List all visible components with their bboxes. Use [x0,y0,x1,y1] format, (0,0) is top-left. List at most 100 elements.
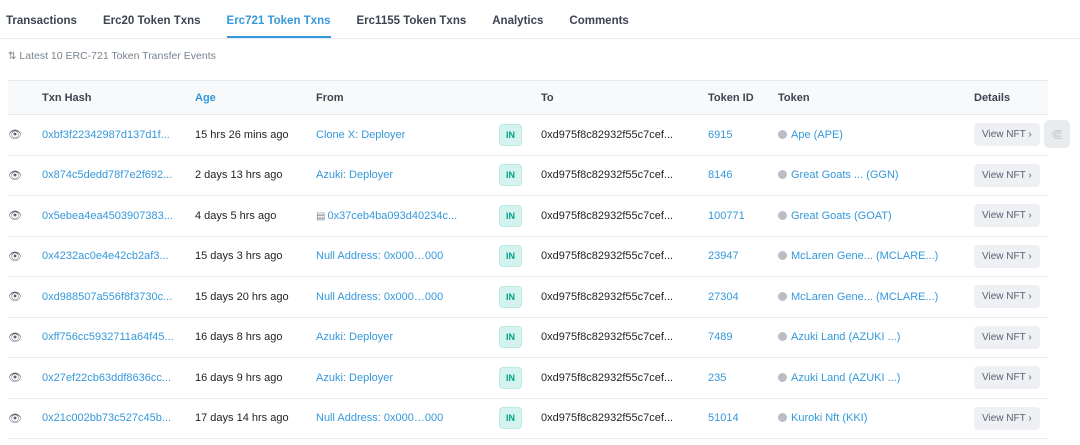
token-link[interactable]: McLaren Gene... (MCLARE...) [791,250,939,263]
from-address-link[interactable]: Null Address: 0x000…000 [316,250,444,263]
token-link[interactable]: Azuki Land (AZUKI ...) [791,371,901,384]
token-link[interactable]: Azuki Land (AZUKI ...) [791,331,901,344]
from-address-link[interactable]: Clone X: Deployer [316,128,406,141]
txn-hash-link[interactable]: 0xff756cc5932711a64f45... [42,331,174,344]
token-link[interactable]: Ape (APE) [791,128,843,141]
from-address-link[interactable]: Null Address: 0x000…000 [316,290,444,303]
summary-line: ⇅ Latest 10 ERC-721 Token Transfer Event… [0,39,1080,73]
table-body: 👁 0xbf3f22342987d137d1f... 15 hrs 26 mins … [8,115,1048,439]
tab-erc1155-token-txns[interactable]: Erc1155 Token Txns [356,15,467,27]
from-address-link[interactable]: Azuki: Deployer [316,371,394,384]
header-preview [8,80,42,115]
eye-icon[interactable]: 👁 [8,169,22,182]
txn-hash-link[interactable]: 0x4232ac0e4e42cb2af3... [42,250,169,263]
token-logo-icon [778,291,787,301]
eye-icon[interactable]: 👁 [8,129,22,142]
tab-transactions[interactable]: Transactions [6,15,77,27]
txn-hash-link[interactable]: 0x27ef22cb63ddf8636cc... [42,371,172,384]
from-cell: Null Address: 0x000…000 [316,398,499,439]
token-link[interactable]: McLaren Gene... (MCLARE...) [791,290,939,303]
preview-cell: 👁 [8,358,42,399]
age-cell: 15 days 20 hrs ago [195,277,316,318]
tab-erc20-token-txns[interactable]: Erc20 Token Txns [102,15,201,27]
eye-icon[interactable]: 👁 [8,331,22,344]
from-address-link[interactable]: 0x37ceb4ba093d40234c... [327,209,458,222]
contract-file-icon: ▤ [316,210,326,222]
view-nft-label: View NFT [982,169,1026,181]
direction-badge: IN [499,245,522,268]
view-nft-label: View NFT [982,210,1026,222]
direction-badge: IN [499,204,522,227]
direction-cell: IN [499,196,541,237]
token-id-link[interactable]: 6915 [708,128,733,141]
from-cell: Null Address: 0x000…000 [316,236,499,277]
chevron-right-icon: › [1028,331,1032,343]
txn-hash-cell: 0x21c002bb73c527c45b... [42,398,195,439]
tab-comments[interactable]: Comments [569,15,629,27]
token-logo-icon [778,413,787,423]
view-nft-button[interactable]: View NFT › [974,204,1040,228]
txn-hash-cell: 0xd988507a556f8f3730c... [42,277,195,318]
tab-erc721-token-txns[interactable]: Erc721 Token Txns [226,15,331,38]
from-address-link[interactable]: Null Address: 0x000…000 [316,412,444,425]
view-nft-button[interactable]: View NFT › [974,123,1040,147]
token-link[interactable]: Kuroki Nft (KKI) [791,412,868,425]
token-cell: McLaren Gene... (MCLARE...) [778,277,974,318]
to-address: 0xd975f8c82932f55c7cef... [541,209,674,222]
to-cell: 0xd975f8c82932f55c7cef... [541,115,708,156]
direction-cell: IN [499,236,541,277]
tab-analytics[interactable]: Analytics [492,15,544,27]
token-cell: Azuki Land (AZUKI ...) [778,317,974,358]
token-id-cell: 7489 [708,317,778,358]
tab-bar: Transactions Erc20 Token Txns Erc721 Tok… [0,0,1080,39]
from-address-link[interactable]: Azuki: Deployer [316,331,394,344]
token-id-link[interactable]: 8146 [708,169,733,182]
token-link[interactable]: Great Goats ... (GGN) [791,169,899,182]
age-text: 15 days 3 hrs ago [195,250,283,263]
eye-icon[interactable]: 👁 [8,250,22,263]
eye-icon[interactable]: 👁 [8,291,22,304]
table-row: 👁 0x27ef22cb63ddf8636cc... 16 days 9 hrs a… [8,358,1048,399]
view-nft-button[interactable]: View NFT › [974,406,1040,430]
token-id-link[interactable]: 100771 [708,209,745,222]
token-cell: Ape (APE) [778,115,974,156]
token-link[interactable]: Great Goats (GOAT) [791,209,892,222]
txn-hash-link[interactable]: 0x874c5dedd78f7e2f692... [42,169,173,182]
txn-hash-link[interactable]: 0xd988507a556f8f3730c... [42,290,173,303]
token-id-link[interactable]: 7489 [708,331,733,344]
direction-badge: IN [499,164,522,187]
token-id-link[interactable]: 235 [708,371,727,384]
to-address: 0xd975f8c82932f55c7cef... [541,371,674,384]
txn-hash-cell: 0x874c5dedd78f7e2f692... [42,155,195,196]
view-nft-label: View NFT [982,291,1026,303]
details-cell: View NFT › [974,358,1048,399]
view-nft-button[interactable]: View NFT › [974,366,1040,390]
chevron-right-icon: › [1028,291,1032,303]
token-id-link[interactable]: 27304 [708,290,739,303]
view-nft-button[interactable]: View NFT › [974,244,1040,268]
token-cell: Great Goats (GOAT) [778,196,974,237]
token-id-link[interactable]: 23947 [708,250,739,263]
widget-icon[interactable]: ⋐ [1044,120,1070,148]
preview-cell: 👁 [8,277,42,318]
txn-hash-cell: 0xff756cc5932711a64f45... [42,317,195,358]
from-address-link[interactable]: Azuki: Deployer [316,169,394,182]
token-id-link[interactable]: 51014 [708,412,739,425]
to-cell: 0xd975f8c82932f55c7cef... [541,398,708,439]
eye-icon[interactable]: 👁 [8,210,22,223]
txn-hash-link[interactable]: 0x21c002bb73c527c45b... [42,412,172,425]
view-nft-button[interactable]: View NFT › [974,163,1040,187]
table-row: 👁 0xff756cc5932711a64f45... 16 days 8 hrs … [8,317,1048,358]
eye-icon[interactable]: 👁 [8,372,22,385]
token-transfers-table: Txn Hash Age From To Token ID Token Deta… [8,80,1048,439]
eye-icon[interactable]: 👁 [8,412,22,425]
view-nft-button[interactable]: View NFT › [974,325,1040,349]
txn-hash-link[interactable]: 0x5ebea4ea4503907383... [42,209,173,222]
header-age[interactable]: Age [195,80,316,115]
direction-cell: IN [499,358,541,399]
txn-hash-link[interactable]: 0xbf3f22342987d137d1f... [42,128,170,141]
view-nft-label: View NFT [982,129,1026,141]
details-cell: View NFT › [974,398,1048,439]
direction-cell: IN [499,317,541,358]
view-nft-button[interactable]: View NFT › [974,285,1040,309]
